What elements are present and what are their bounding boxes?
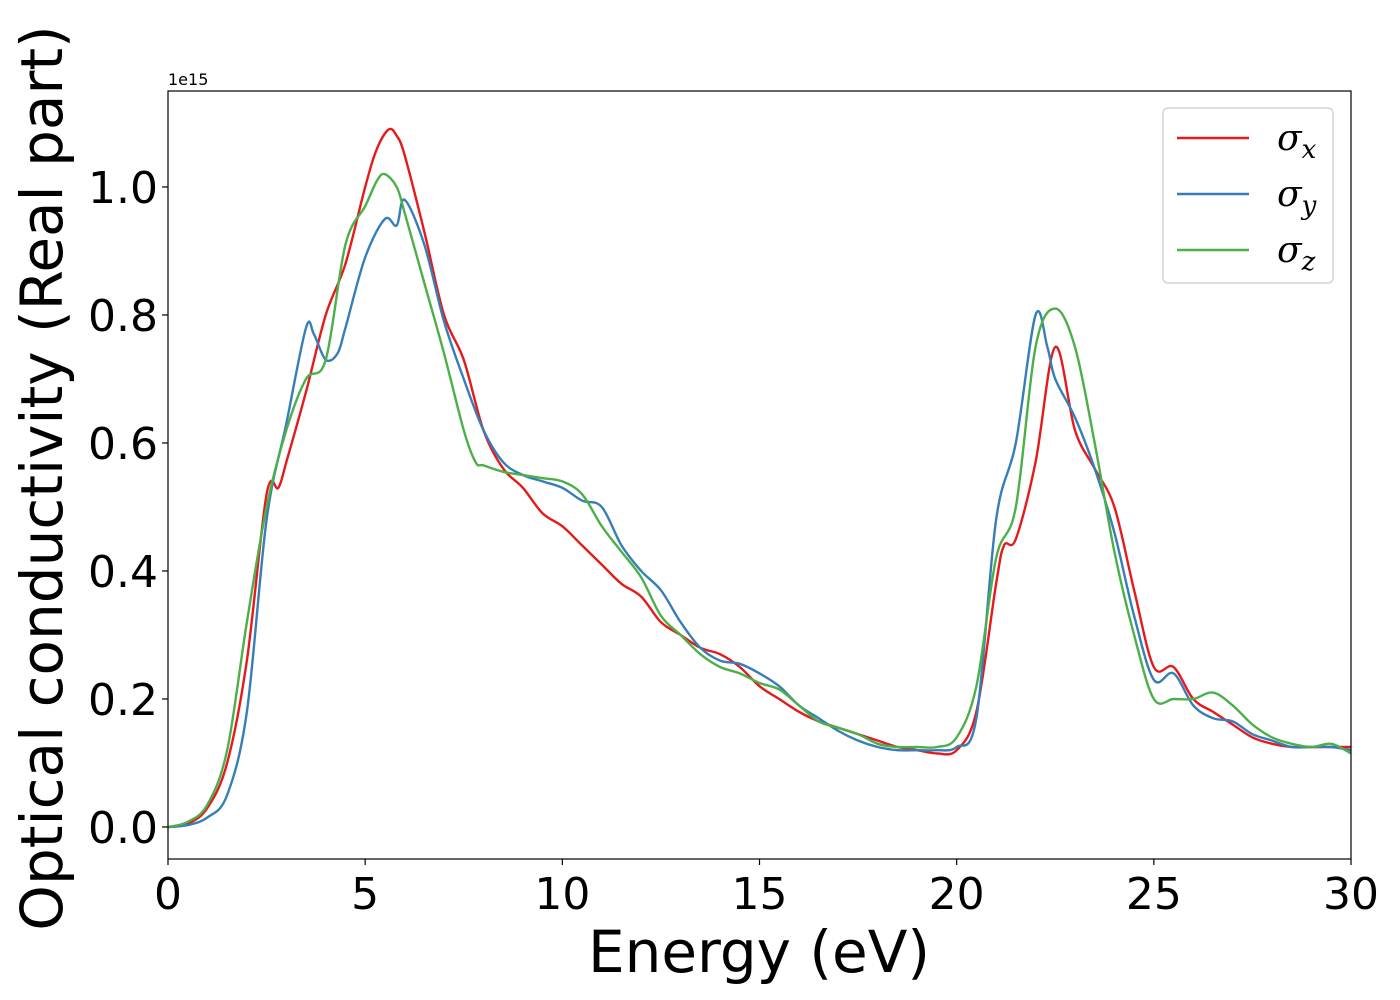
legend: σx σy σz (1162, 107, 1334, 284)
plot-area: 0 5 10 15 20 25 30 0.0 0.2 0.4 0.6 0.8 1.0 σx σy σz (88, 90, 1379, 920)
y-tick-label: 0.0 (88, 803, 158, 854)
y-tick-label: 0.6 (88, 419, 158, 470)
x-tick-label: 20 (929, 869, 985, 920)
y-axis-offset-label: 1e15 (168, 70, 208, 89)
x-tick-label: 15 (732, 869, 788, 920)
legend-box (1162, 107, 1334, 284)
y-tick-label: 0.8 (88, 291, 158, 342)
series-group (168, 127, 1351, 829)
x-axis-title: Energy (eV) (588, 918, 930, 986)
legend-label-y: σy (1277, 174, 1317, 221)
x-tick-label: 25 (1126, 869, 1182, 920)
x-tick-label: 0 (154, 869, 182, 920)
y-axis-title: Optical conductivity (Real part) (8, 25, 76, 930)
y-tick-label: 1.0 (88, 163, 158, 214)
y-tick-label: 0.4 (88, 547, 158, 598)
series-line-x (168, 127, 1351, 829)
x-tick-label: 10 (534, 869, 590, 920)
x-tick-label: 5 (351, 869, 379, 920)
legend-label-z: σz (1277, 230, 1316, 277)
series-line-y (168, 198, 1351, 829)
y-tick-label: 0.2 (88, 675, 158, 726)
series-line-z (168, 172, 1351, 829)
legend-label-x: σx (1277, 118, 1317, 165)
x-tick-label: 30 (1323, 869, 1379, 920)
